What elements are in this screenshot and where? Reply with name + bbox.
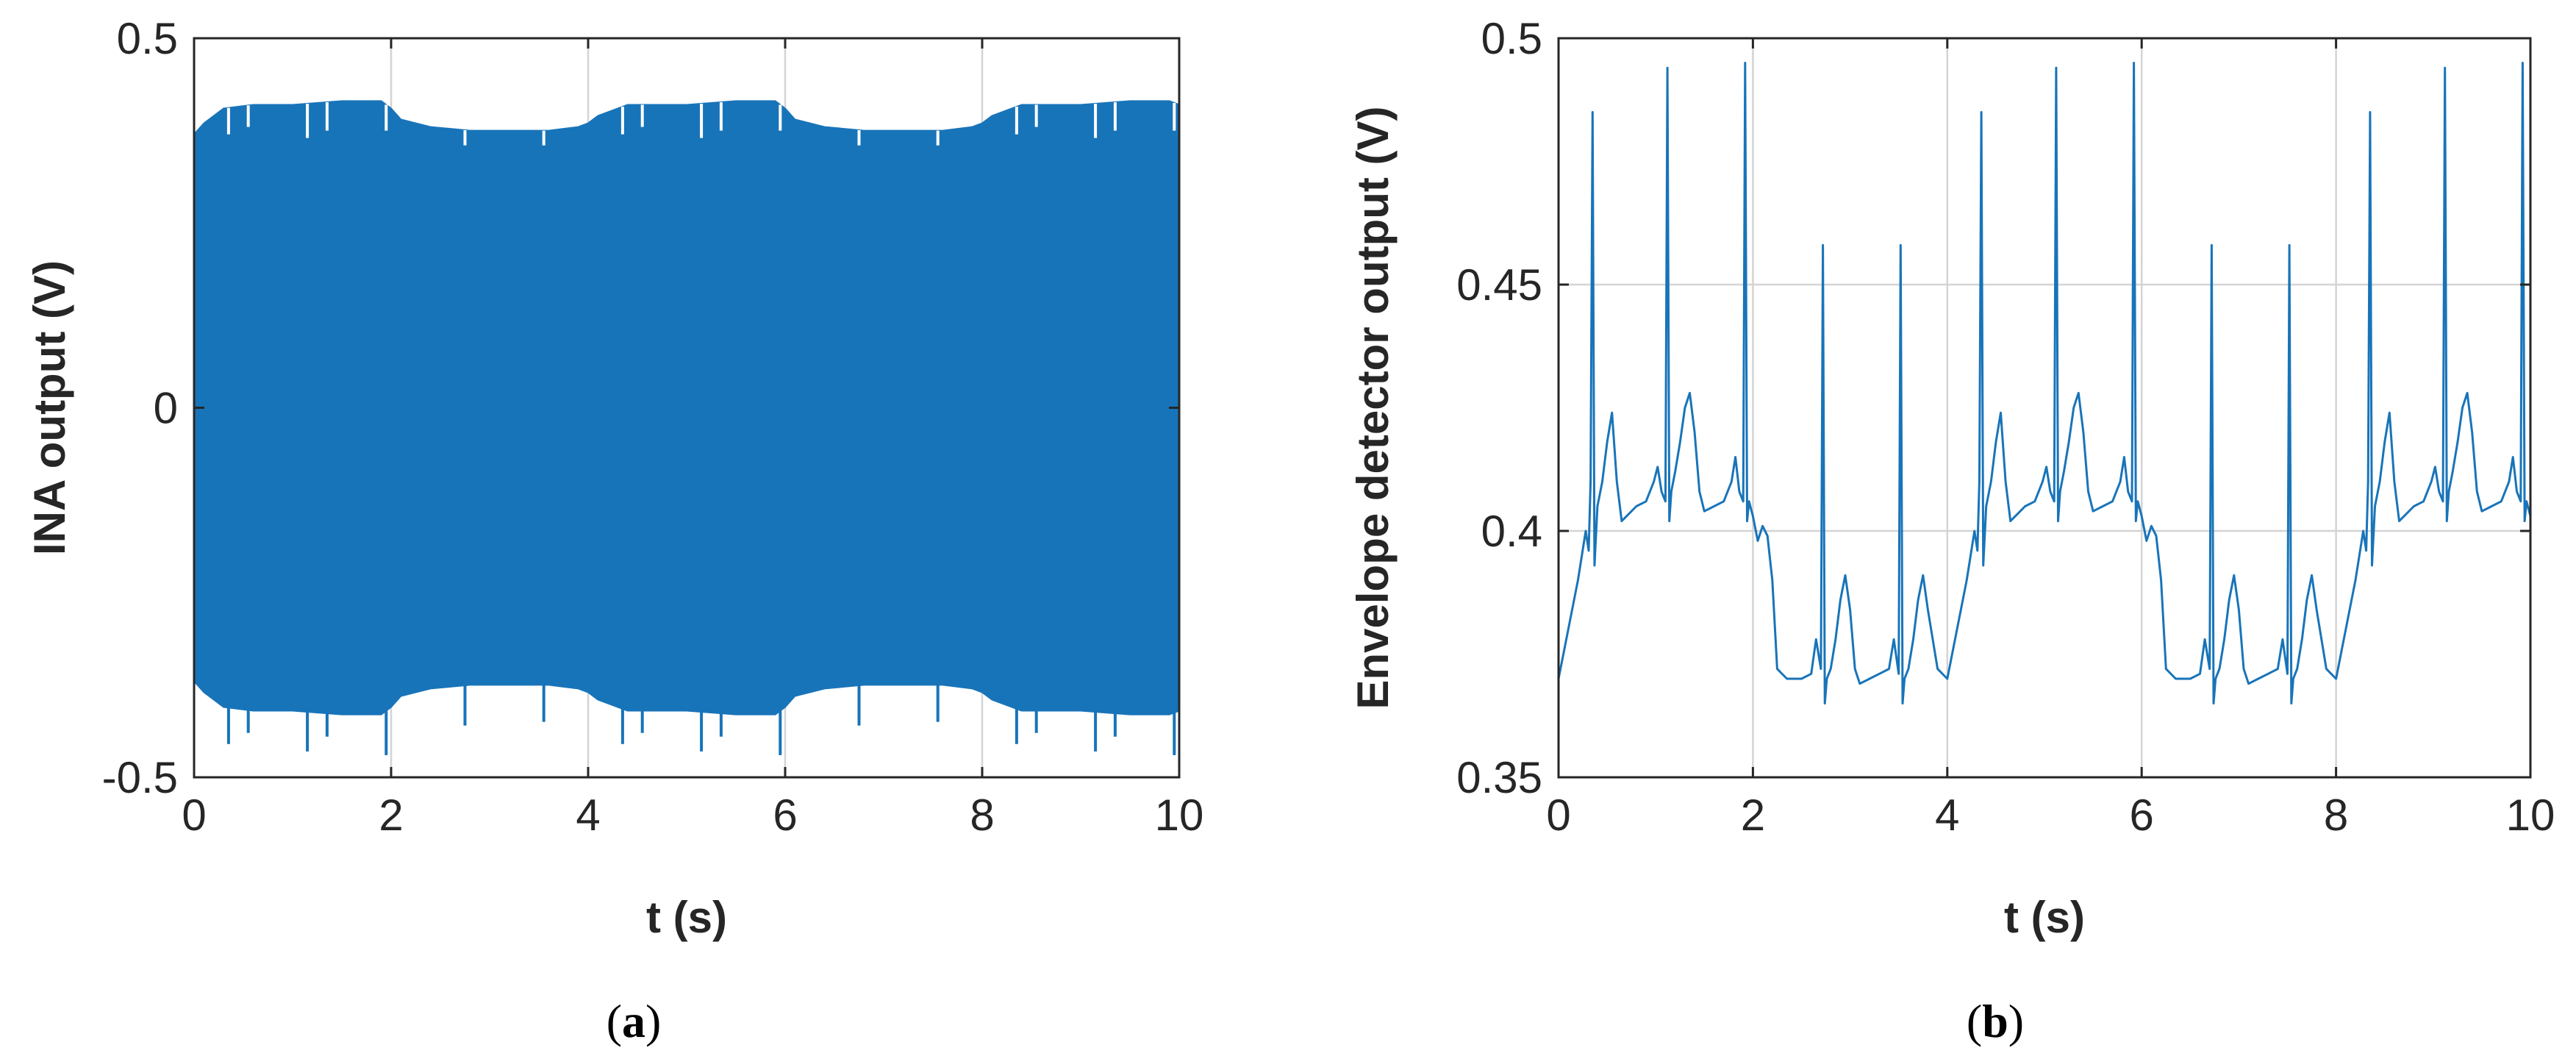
ticks-b: 0 2 4 6 8 10 0.35 0.4 0.45 0.5 — [1456, 14, 2555, 840]
panel-b: 0 2 4 6 8 10 0.35 0.4 0.45 0.5 t (s) Envelope det… — [1348, 14, 2555, 1047]
panel-a: 0 2 4 6 8 10-0.500.5 t (s) INA output (V) (a) — [25, 14, 1203, 1047]
x-tick-label-b-5: 10 — [2506, 791, 2555, 840]
x-axis-label-a: t (s) — [646, 893, 727, 942]
x-tick-label-a-1: 2 — [379, 791, 403, 840]
x-tick-label-a-0: 0 — [182, 791, 206, 840]
panel-label-b-letter: b — [1982, 995, 2008, 1047]
plot-area-a — [194, 100, 1179, 755]
y-axis-label-a: INA output (V) — [25, 260, 74, 555]
y-tick-label-a-0: -0.5 — [102, 753, 178, 802]
x-tick-label-a-4: 8 — [970, 791, 994, 840]
panel-label-b-open: ( — [1967, 995, 1982, 1047]
x-tick-label-a-3: 6 — [773, 791, 797, 840]
x-tick-label-a-5: 10 — [1155, 791, 1204, 840]
panel-label-b: (b) — [1967, 995, 2024, 1047]
panel-label-a: (a) — [607, 995, 662, 1047]
x-axis-label-b: t (s) — [2004, 893, 2085, 942]
plot-area-b — [1559, 62, 2530, 704]
x-tick-label-b-0: 0 — [1546, 791, 1570, 840]
y-tick-label-b-0: 0.35 — [1456, 753, 1542, 802]
panel-label-a-open: ( — [607, 995, 622, 1047]
grid-b — [1559, 38, 2530, 777]
x-tick-label-b-1: 2 — [1741, 791, 1765, 840]
y-tick-label-b-3: 0.5 — [1481, 14, 1542, 63]
y-axis-label-b: Envelope detector output (V) — [1348, 106, 1398, 709]
series-fill-ina — [194, 100, 1179, 716]
series-line-envelope — [1559, 62, 2530, 704]
x-tick-label-b-4: 8 — [2324, 791, 2348, 840]
y-tick-label-a-2: 0.5 — [117, 14, 178, 63]
panel-label-a-letter: a — [622, 995, 645, 1047]
panel-label-a-close: ) — [645, 995, 661, 1047]
axes-frame-b — [1557, 37, 2532, 779]
notches-a — [226, 101, 1176, 755]
y-tick-label-a-1: 0 — [154, 384, 178, 433]
x-tick-label-b-3: 6 — [2130, 791, 2154, 840]
panel-label-b-close: ) — [2008, 995, 2024, 1047]
y-tick-label-b-1: 0.4 — [1481, 507, 1542, 556]
y-tick-label-b-2: 0.45 — [1456, 260, 1542, 310]
x-tick-label-b-2: 4 — [1935, 791, 1959, 840]
x-tick-label-a-2: 4 — [576, 791, 600, 840]
ticks-a: 0 2 4 6 8 10-0.500.5 — [102, 14, 1204, 840]
